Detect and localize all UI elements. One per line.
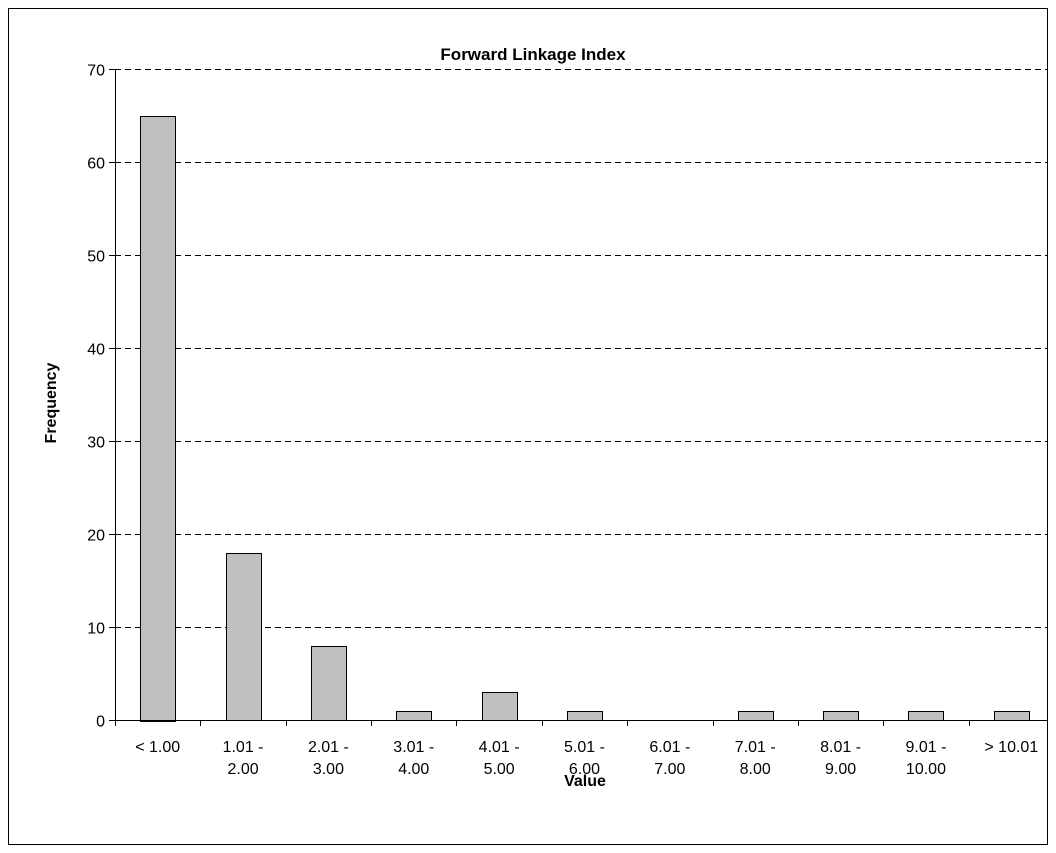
y-axis-title: Frequency	[43, 362, 60, 443]
x-tick-label: 8.01 -9.00	[820, 739, 861, 778]
x-tick-label: 3.01 -4.00	[393, 739, 434, 778]
y-tick-label: 30	[87, 435, 105, 452]
x-tick-label: 7.01 -8.00	[735, 739, 776, 778]
y-tick-label: 60	[87, 156, 105, 173]
bar	[908, 711, 944, 721]
bar	[396, 711, 432, 721]
axes	[109, 69, 1048, 726]
bars	[140, 116, 1030, 722]
chart-frame: Forward Linkage Index 0 10 20 30 40 50 60 70 < …	[8, 8, 1048, 845]
y-tick-label: 40	[87, 342, 105, 359]
x-tick-label: 2.01 -3.00	[308, 739, 349, 778]
gridlines	[115, 69, 1048, 628]
x-tick-label: 5.01 -6.00	[564, 739, 605, 778]
x-tick-label: 6.01 -7.00	[649, 739, 690, 778]
bar	[482, 692, 518, 721]
bar	[311, 646, 347, 721]
bar	[140, 116, 176, 722]
chart-border	[8, 8, 1048, 845]
y-tick-label: 50	[87, 249, 105, 266]
bar	[226, 553, 262, 721]
y-tick-label: 20	[87, 528, 105, 545]
bar	[738, 711, 774, 721]
bar	[567, 711, 603, 721]
x-tick-label: 1.01 -2.00	[223, 739, 264, 778]
bar-chart: Forward Linkage Index 0 10 20 30 40 50 60 70 < …	[8, 8, 1048, 845]
bar	[823, 711, 859, 721]
bar	[994, 711, 1030, 721]
x-tick-label: < 1.00	[135, 739, 180, 756]
x-tick-labels: < 1.00 1.01 -2.00 2.01 -3.00 3.01 -4.00 4.01…	[135, 739, 1038, 778]
y-tick-label: 70	[87, 63, 105, 80]
x-axis-title: Value	[564, 773, 606, 790]
x-tick-label: > 10.01	[984, 739, 1038, 756]
chart-title: Forward Linkage Index	[440, 45, 626, 64]
x-tick-label: 9.01 -10.00	[905, 739, 946, 778]
x-tick-label: 4.01 -5.00	[479, 739, 520, 778]
y-tick-labels: 0 10 20 30 40 50 60 70	[87, 63, 105, 731]
y-tick-label: 10	[87, 621, 105, 638]
y-tick-label: 0	[96, 714, 105, 731]
